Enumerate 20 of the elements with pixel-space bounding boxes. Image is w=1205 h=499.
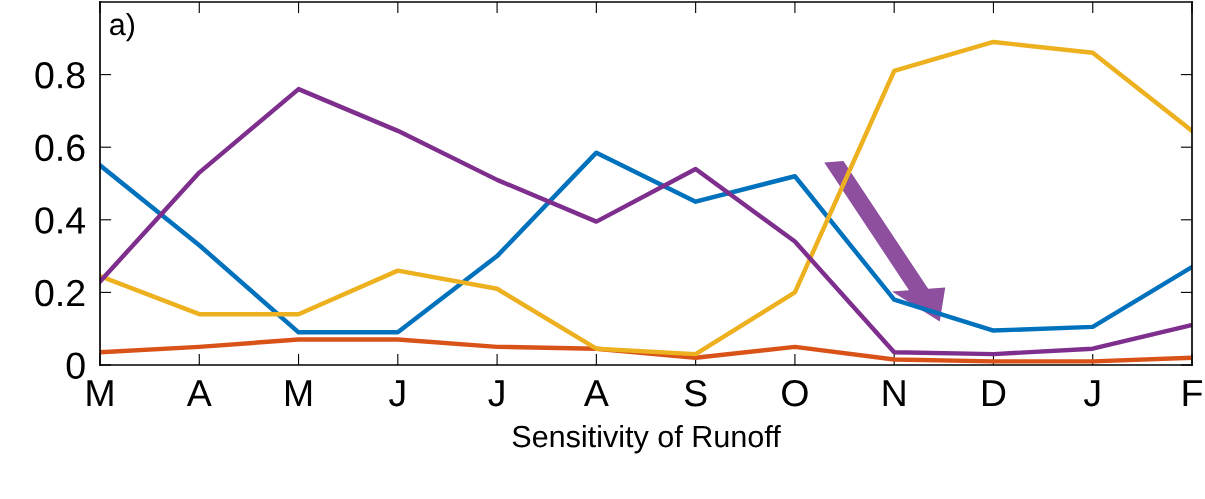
x-tick-label: J xyxy=(488,380,504,407)
x-tick-label: O xyxy=(782,379,808,407)
x-tick-label: S xyxy=(684,379,707,407)
y-tick-label: 0.2 xyxy=(35,279,85,307)
y-tick-label: 0.6 xyxy=(35,134,85,162)
x-tick-label: M xyxy=(286,380,312,407)
x-tick-label: A xyxy=(583,380,609,407)
x-tick-label: N xyxy=(883,380,905,407)
x-tick-label: M xyxy=(87,380,113,407)
x-tick-label: A xyxy=(186,380,212,407)
x-tick-label: J xyxy=(1083,380,1100,407)
annotation: a) xyxy=(110,12,135,42)
x-tick-label: D xyxy=(982,380,1006,407)
y-tick-label: 0 xyxy=(66,352,85,379)
x-tick-label: F xyxy=(1183,380,1202,407)
line-series xyxy=(100,150,1192,335)
x-axis-title: Sensitivity of Runoff xyxy=(512,424,781,454)
y-tick-label: 0.4 xyxy=(35,207,86,234)
x-tick-label: J xyxy=(389,380,405,407)
y-tick-label: 0.8 xyxy=(35,62,85,89)
